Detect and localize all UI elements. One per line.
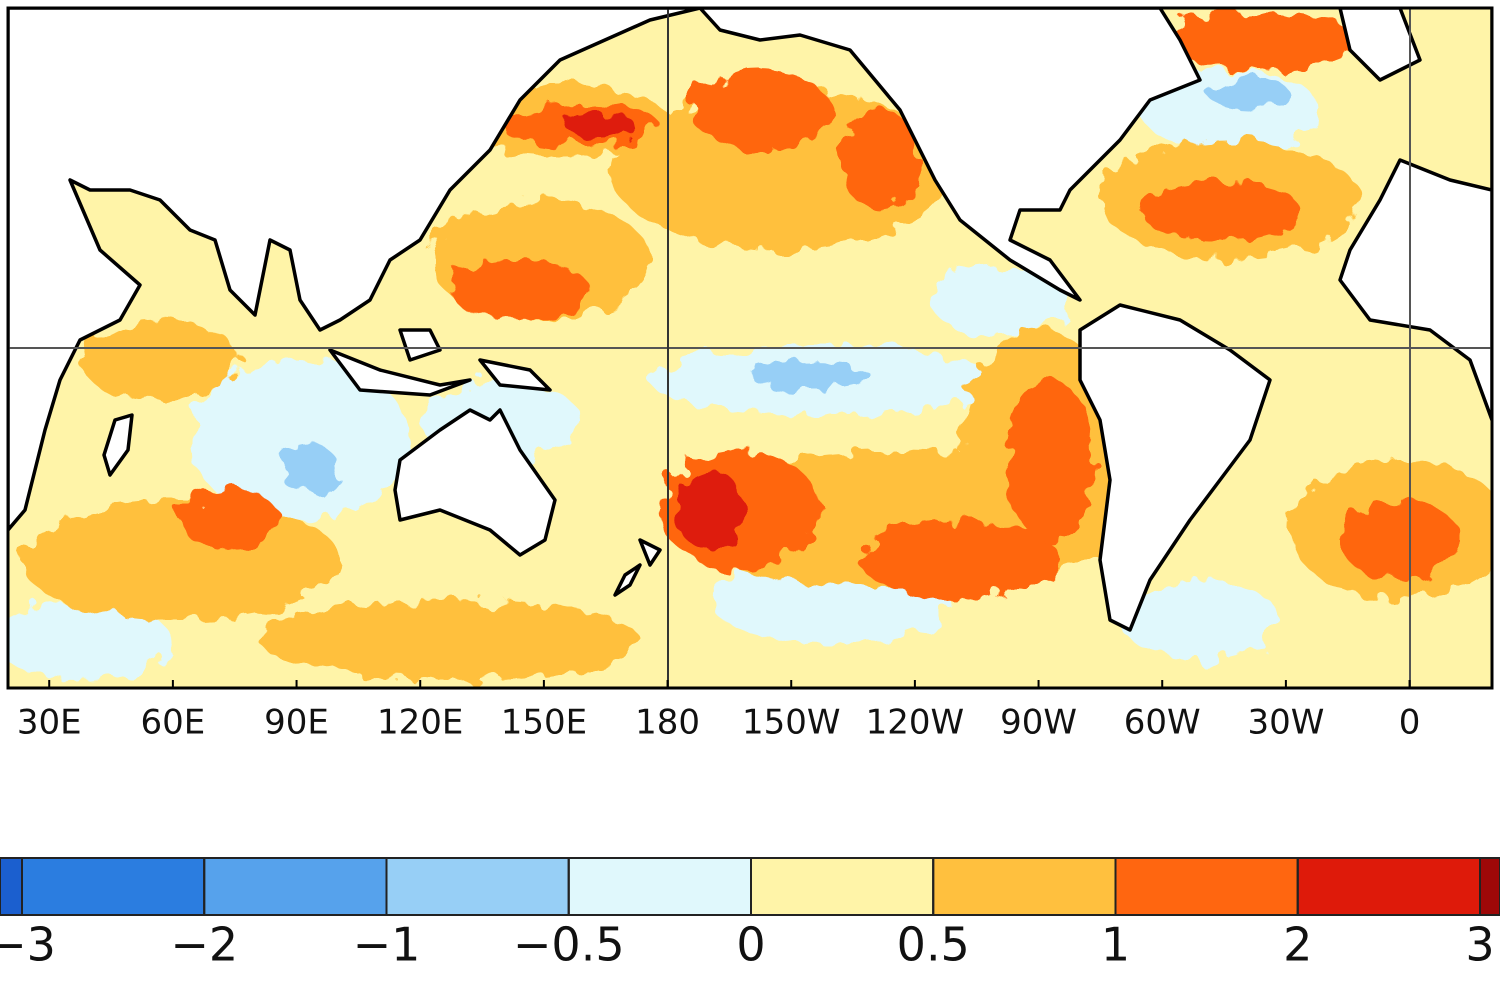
x-tick-label: 150W: [742, 703, 841, 743]
x-tick-label: 90E: [264, 703, 329, 743]
anomaly-patch: [8, 600, 170, 680]
land-north-america: [698, 8, 1202, 302]
colorbar-label: 1: [1101, 918, 1130, 972]
anomaly-patch: [1210, 77, 1290, 113]
anomaly-patch: [840, 110, 920, 210]
colorbar-segment: [567, 857, 752, 916]
colorbar-segment: [1296, 857, 1481, 916]
anomaly-patch: [750, 361, 870, 389]
colorbar-segment: [0, 857, 23, 916]
anomaly-patch: [1120, 580, 1280, 660]
colorbar-segment: [21, 857, 206, 916]
anomaly-patch: [80, 320, 240, 400]
colorbar-segment: [385, 857, 570, 916]
anomaly-patch: [20, 500, 340, 620]
colorbar-label: −2: [170, 918, 238, 972]
land-new-zealand: [613, 538, 662, 597]
colorbar-label: 0: [736, 918, 765, 972]
anomaly-patch: [565, 113, 635, 137]
anomaly-patch: [180, 490, 280, 550]
land-australia: [393, 408, 557, 557]
x-tick-label: 120W: [866, 703, 965, 743]
colorbar-segment: [1479, 857, 1500, 916]
colorbar-segment: [750, 857, 935, 916]
x-tick-label: 60E: [141, 703, 206, 743]
land-eurasia-africa: [8, 8, 702, 532]
colorbar-label: −0.5: [513, 918, 625, 972]
land-maritime-continent: [328, 348, 472, 397]
x-tick-label: 0: [1399, 703, 1421, 743]
longitude-axis: 30E 60E 90E 120E 150E 180 150W 120W 90W 60W 30W 0: [17, 680, 1421, 743]
colorbar-segment: [203, 857, 388, 916]
map-frame: [6, 6, 1494, 690]
x-tick-label: 90W: [1000, 703, 1077, 743]
anomaly-patch: [190, 360, 410, 520]
x-tick-label: 120E: [377, 703, 463, 743]
colorbar: −3 −2 −1 −0.5 0 0.5 1 2 3: [0, 857, 1500, 972]
colorbar-segment: [1114, 857, 1299, 916]
land-south-america: [1078, 303, 1272, 632]
anomaly-patch: [280, 445, 340, 495]
anomaly-patch: [450, 260, 590, 320]
anomaly-patch: [860, 520, 1060, 600]
x-tick-label: 30W: [1247, 703, 1324, 743]
anomaly-patch: [930, 265, 1070, 335]
x-tick-label: 150E: [501, 703, 587, 743]
anomaly-patch: [1160, 10, 1360, 70]
anomaly-patch: [1005, 380, 1095, 540]
anomaly-field: [8, 10, 1492, 680]
anomaly-patch: [260, 600, 640, 680]
x-tick-label: 180: [635, 703, 700, 743]
anomaly-patch: [1140, 180, 1300, 240]
colorbar-label: 2: [1283, 918, 1312, 972]
x-tick-label: 60W: [1124, 703, 1201, 743]
anomaly-patch: [1340, 500, 1460, 580]
anomaly-patch: [690, 70, 830, 150]
colorbar-label: −3: [0, 918, 56, 972]
colorbar-label: 3: [1465, 918, 1494, 972]
colorbar-segment: [932, 857, 1117, 916]
x-tick-label: 30E: [17, 703, 82, 743]
colorbar-label: −1: [353, 918, 421, 972]
land-madagascar: [102, 413, 134, 477]
anomaly-patch: [675, 470, 745, 550]
colorbar-label: 0.5: [897, 918, 970, 972]
land-borneo-guinea: [398, 328, 552, 392]
map-panel: [8, 8, 1492, 688]
land-europe-africa-east: [1338, 8, 1492, 422]
